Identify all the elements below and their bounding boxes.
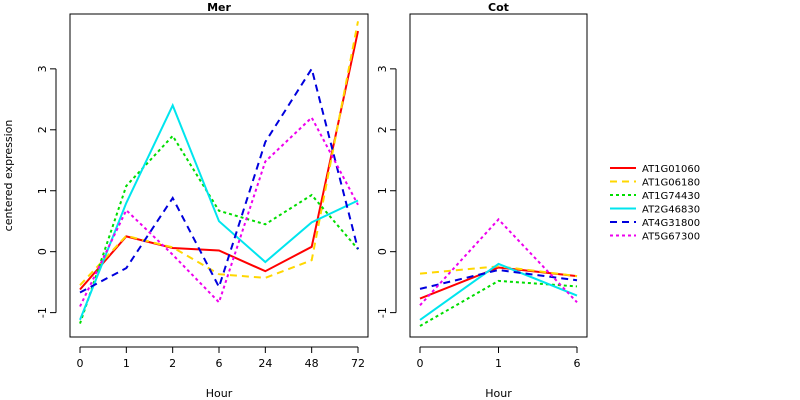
x-tick-label: 72 (351, 357, 365, 370)
panel-title: Cot (488, 1, 509, 14)
series-line-at1g01060 (79, 30, 359, 291)
series-line-at1g74430 (419, 279, 578, 327)
x-axis-label: Hour (485, 387, 512, 400)
legend-label: AT1G06180 (642, 178, 700, 189)
y-tick-label: 2 (376, 126, 389, 133)
legend-label: AT1G74430 (642, 191, 700, 202)
series-line-at1g06180 (79, 21, 359, 286)
x-axis-label: Hour (206, 387, 233, 400)
series-line-at2g46830 (419, 262, 578, 321)
y-tick-label: 0 (36, 248, 49, 255)
x-tick-label: 6 (574, 357, 581, 370)
series-line-at4g31800 (79, 66, 359, 294)
series-line-at1g74430 (79, 134, 359, 324)
legend-label: AT1G01060 (642, 164, 700, 175)
series-line-at4g31800 (419, 268, 578, 290)
y-tick-label: 0 (376, 248, 389, 255)
series-line-at5g67300 (419, 217, 578, 306)
y-tick-label: 2 (36, 126, 49, 133)
series-line-at1g01060 (419, 266, 578, 300)
plot-frame-mer (69, 13, 369, 338)
y-tick-label: -1 (376, 307, 389, 318)
x-tick-label: 1 (123, 357, 130, 370)
y-tick-label: 1 (36, 187, 49, 194)
y-tick-label: 3 (376, 65, 389, 72)
x-tick-label: 0 (77, 357, 84, 370)
series-line-at2g46830 (79, 102, 359, 321)
y-axis-label: centered expression (2, 120, 15, 232)
legend-label: AT5G67300 (642, 232, 700, 243)
x-tick-label: 48 (305, 357, 319, 370)
x-tick-label: 24 (258, 357, 272, 370)
y-tick-label: -1 (36, 307, 49, 318)
y-tick-label: 3 (36, 65, 49, 72)
x-tick-label: 1 (495, 357, 502, 370)
x-tick-label: 0 (417, 357, 424, 370)
series-line-at1g06180 (419, 265, 578, 278)
legend-label: AT2G46830 (642, 205, 700, 216)
plot-frame-cot (409, 13, 588, 338)
legend-label: AT4G31800 (642, 218, 700, 229)
x-tick-label: 6 (216, 357, 223, 370)
y-tick-label: 1 (376, 187, 389, 194)
panel-title: Mer (207, 1, 231, 14)
x-tick-label: 2 (169, 357, 176, 370)
